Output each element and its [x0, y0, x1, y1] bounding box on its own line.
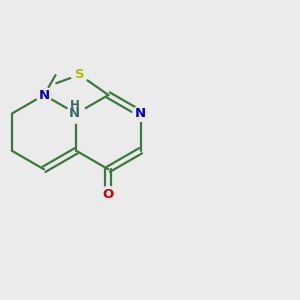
Text: S: S [75, 68, 84, 81]
Text: N: N [38, 88, 50, 101]
Text: H: H [70, 99, 80, 112]
Circle shape [100, 186, 117, 203]
Circle shape [133, 106, 148, 121]
Circle shape [36, 87, 52, 103]
Circle shape [71, 66, 88, 83]
Text: O: O [103, 188, 114, 201]
Circle shape [67, 104, 86, 123]
Text: N: N [135, 107, 146, 120]
Text: N: N [69, 107, 80, 120]
